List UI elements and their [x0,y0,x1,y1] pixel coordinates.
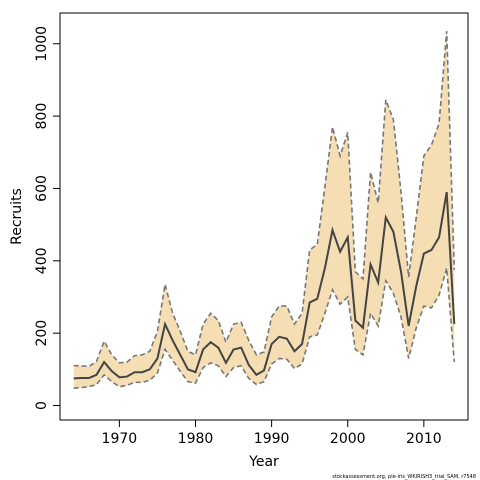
y-tick-label: 0 [34,401,50,410]
y-tick-label: 400 [34,247,50,274]
estimate-line [73,191,456,380]
y-tick-label: 200 [34,320,50,347]
x-tick-label: 2010 [406,431,442,447]
y-tick-label: 600 [34,175,50,202]
y-axis: 0 200 400 600 800 1000 [34,26,60,410]
upper-bound-line [73,31,456,368]
x-tick-label: 2000 [330,431,366,447]
plot-frame [59,12,469,421]
x-axis: 1970 1980 1990 2000 2010 [102,420,442,447]
confidence-band-layer [73,31,455,389]
confidence-band [73,31,455,389]
x-tick-label: 1970 [102,431,138,447]
lower-bound-line [73,267,456,389]
y-tick-label: 1000 [34,26,50,62]
y-tick-label: 800 [34,103,50,130]
estimate-line-layer [73,31,456,389]
x-tick-label: 1980 [178,431,214,447]
x-tick-label: 1990 [254,431,290,447]
source-credit: stockassessment.org, ple-iris_WKIRISH3_t… [332,474,476,480]
x-axis-title: Year [248,454,279,470]
y-axis-title: Recruits [9,188,25,245]
